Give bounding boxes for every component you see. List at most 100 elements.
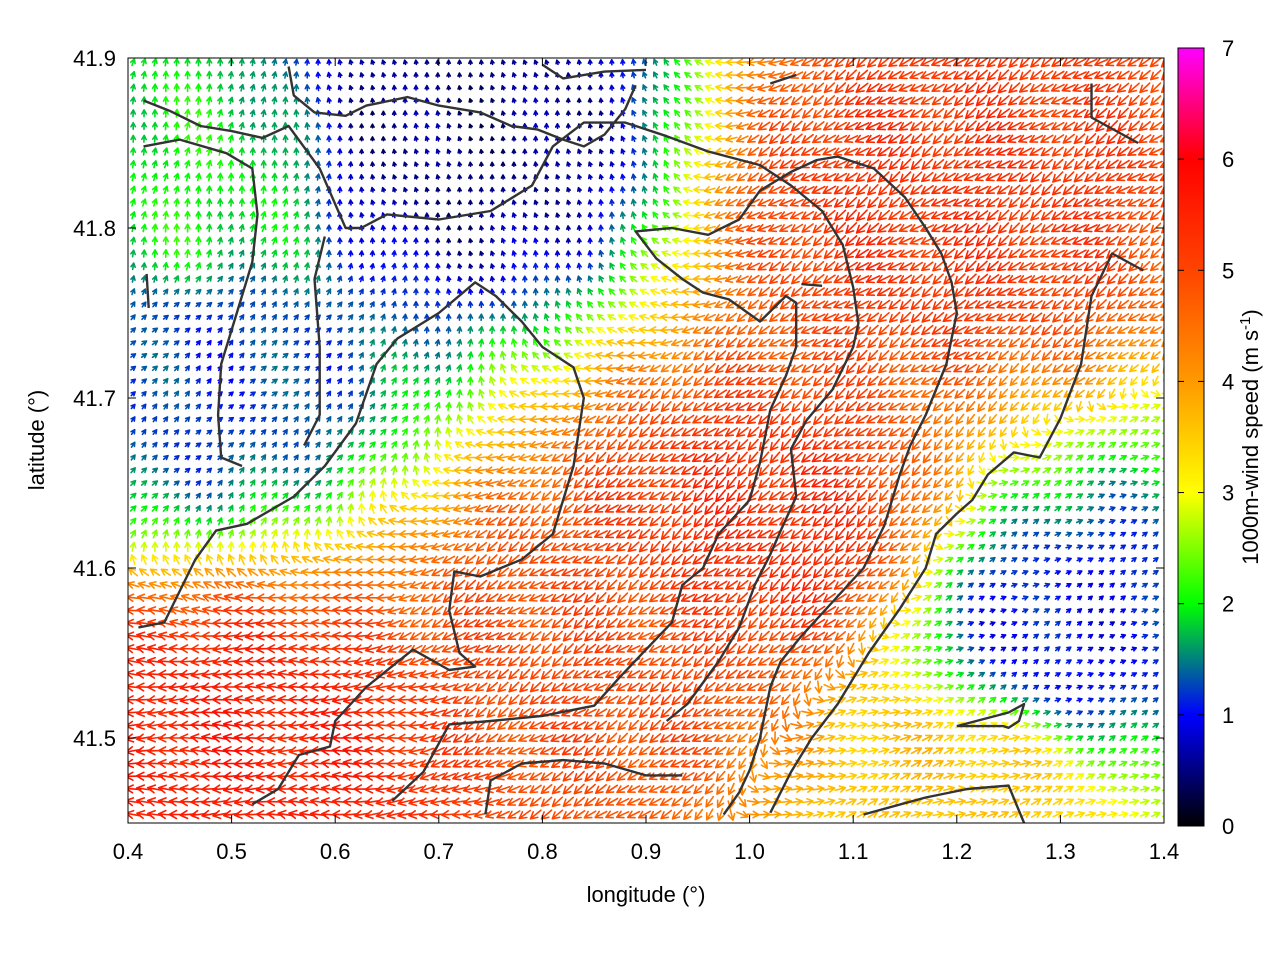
wind-vector xyxy=(714,363,727,374)
wind-vector xyxy=(500,363,507,373)
wind-vector xyxy=(1032,608,1040,614)
wind-vector xyxy=(1064,454,1073,461)
wind-vector xyxy=(206,554,213,565)
wind-vector xyxy=(456,401,463,412)
wind-vector xyxy=(532,313,539,322)
wind-vector xyxy=(1054,684,1061,690)
wind-vector xyxy=(682,186,693,194)
wind-vector xyxy=(162,249,169,258)
wind-vector xyxy=(463,619,478,628)
wind-vector xyxy=(1108,388,1116,399)
wind-vector xyxy=(660,528,672,540)
wind-vector xyxy=(507,644,521,654)
wind-vector xyxy=(293,516,300,526)
wind-vector xyxy=(1087,557,1094,563)
wind-vector xyxy=(595,617,607,629)
wind-vector xyxy=(453,555,466,564)
wind-vector xyxy=(649,413,661,425)
wind-vector xyxy=(136,656,153,666)
wind-vector xyxy=(489,186,495,193)
wind-vector xyxy=(392,199,397,206)
wind-vector xyxy=(660,364,672,373)
wind-vector xyxy=(1030,209,1042,221)
wind-vector xyxy=(485,453,499,462)
wind-vector xyxy=(576,262,582,270)
wind-vector xyxy=(630,186,637,194)
wind-vector xyxy=(887,236,902,245)
wind-vector xyxy=(217,236,223,245)
wind-vector xyxy=(408,657,424,666)
wind-vector xyxy=(304,211,310,220)
wind-vector xyxy=(584,630,596,642)
wind-vector xyxy=(746,670,760,679)
wind-vector xyxy=(670,593,685,602)
wind-vector xyxy=(856,502,868,515)
wind-vector xyxy=(408,784,424,794)
wind-vector xyxy=(1073,184,1086,195)
wind-vectors-layer xyxy=(128,58,1164,821)
wind-vector xyxy=(988,709,997,716)
wind-vector xyxy=(966,531,976,538)
wind-vector xyxy=(1007,287,1022,296)
wind-vector xyxy=(693,237,705,245)
wind-vector xyxy=(660,313,673,322)
wind-vector xyxy=(1022,633,1029,639)
wind-vector xyxy=(1063,772,1074,780)
wind-vector xyxy=(932,721,944,729)
wind-vector xyxy=(910,184,923,195)
wind-vector xyxy=(260,504,267,513)
wind-vector xyxy=(681,734,695,743)
wind-vector xyxy=(162,390,169,397)
wind-vector xyxy=(1076,697,1083,703)
wind-vector xyxy=(1000,544,1007,550)
wind-vector xyxy=(173,416,180,423)
wind-vector xyxy=(550,568,565,577)
wind-vector xyxy=(376,568,391,577)
wind-vector xyxy=(606,745,618,757)
wind-vector xyxy=(898,210,913,220)
wind-vector xyxy=(1086,441,1095,448)
wind-vector xyxy=(228,467,234,474)
wind-vector xyxy=(1042,467,1052,474)
wind-vector xyxy=(249,404,256,410)
wind-vector xyxy=(260,441,267,448)
wind-vector xyxy=(1129,773,1139,780)
wind-vector xyxy=(147,606,163,615)
wind-vector xyxy=(1130,697,1138,703)
wind-vector xyxy=(780,604,792,617)
wind-vector xyxy=(681,567,695,578)
wind-vector xyxy=(1043,505,1051,512)
wind-vector xyxy=(1098,570,1105,576)
wind-vector xyxy=(299,797,316,807)
wind-vector xyxy=(212,797,229,807)
wind-vector xyxy=(637,491,652,500)
wind-vector xyxy=(260,416,267,423)
wind-vector xyxy=(782,706,790,719)
wind-vector xyxy=(1041,171,1053,183)
wind-vector xyxy=(835,643,845,655)
wind-vector xyxy=(889,324,901,336)
wind-vector xyxy=(1106,260,1119,272)
wind-vector xyxy=(966,696,976,703)
wind-vector xyxy=(431,644,445,653)
wind-vector xyxy=(899,158,912,171)
wind-vector xyxy=(867,362,879,374)
wind-vector xyxy=(955,426,965,438)
wind-vector xyxy=(423,414,430,424)
wind-vector xyxy=(561,580,576,590)
wind-vector xyxy=(358,352,364,359)
wind-vector xyxy=(900,683,911,691)
wind-vector xyxy=(376,593,391,602)
wind-vector xyxy=(293,479,300,487)
wind-vector xyxy=(277,656,294,666)
wind-vector xyxy=(375,784,392,794)
wind-vector xyxy=(999,414,1008,425)
wind-vector xyxy=(304,249,311,258)
wind-vector xyxy=(217,492,223,500)
wind-vector xyxy=(978,452,986,463)
wind-vector xyxy=(206,339,212,346)
wind-vector xyxy=(865,274,881,284)
wind-vector xyxy=(445,377,452,385)
wind-vector xyxy=(1084,273,1097,285)
wind-vector xyxy=(900,439,911,451)
